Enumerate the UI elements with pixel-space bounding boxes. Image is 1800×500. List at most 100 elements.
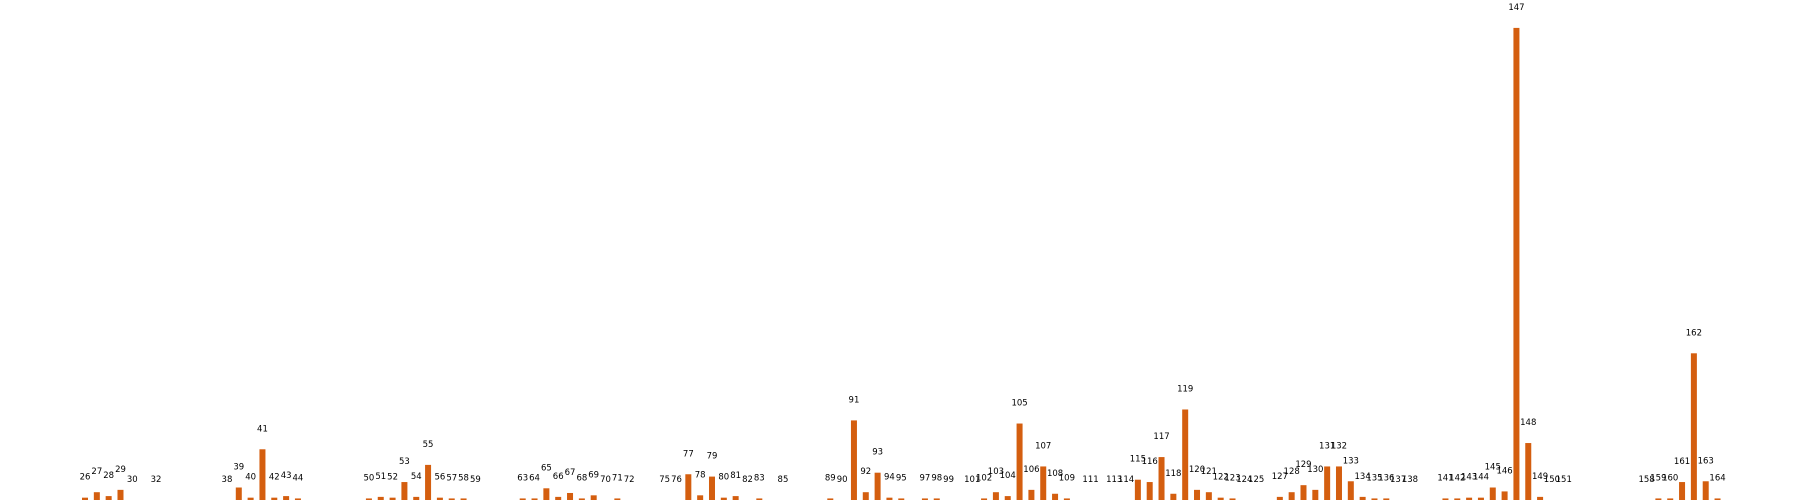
bar <box>1146 482 1153 500</box>
bar <box>1655 498 1662 500</box>
bar <box>460 498 467 500</box>
bar-label: 148 <box>1520 418 1536 428</box>
bar <box>756 498 763 500</box>
bar <box>401 482 408 500</box>
bar <box>1288 492 1295 500</box>
bar-label: 106 <box>1023 465 1039 475</box>
bar <box>1324 466 1331 500</box>
bar <box>862 492 869 500</box>
bar-label: 133 <box>1343 456 1359 466</box>
bar-label: 32 <box>151 475 162 485</box>
bar-label: 115 <box>1130 455 1146 465</box>
bar-label: 38 <box>222 475 233 485</box>
bar <box>578 498 585 500</box>
bar-label: 131 <box>1319 441 1335 451</box>
bar-label: 82 <box>742 475 753 485</box>
bar-label: 91 <box>849 395 860 405</box>
bar-label: 72 <box>624 475 635 485</box>
bar <box>1205 492 1212 500</box>
bar-label: 107 <box>1035 441 1051 451</box>
bar <box>1513 27 1520 500</box>
bar-label: 51 <box>375 472 386 482</box>
bar-label: 70 <box>600 475 611 485</box>
bar <box>425 464 432 500</box>
bar-label: 111 <box>1082 475 1098 485</box>
bar <box>1359 496 1366 500</box>
bar <box>82 497 88 500</box>
bar-label: 117 <box>1153 432 1169 442</box>
bar-label: 98 <box>931 473 942 483</box>
bar-label: 145 <box>1485 463 1501 473</box>
bar-label: 141 <box>1437 473 1453 483</box>
bar-label: 27 <box>91 467 102 477</box>
bar-label: 159 <box>1650 473 1666 483</box>
bar-label: 144 <box>1473 473 1489 483</box>
bar <box>1052 493 1059 500</box>
bar-label: 103 <box>988 467 1004 477</box>
bar-label: 128 <box>1284 467 1300 477</box>
bar-label: 122 <box>1213 473 1229 483</box>
bar-label: 53 <box>399 457 410 467</box>
bar-label: 90 <box>837 475 848 485</box>
bar-label: 136 <box>1378 473 1394 483</box>
bar-label: 118 <box>1165 469 1181 479</box>
bar <box>1679 482 1686 500</box>
bar-label: 54 <box>411 472 422 482</box>
bar <box>1702 481 1709 500</box>
bar-label: 67 <box>565 468 576 478</box>
bar <box>247 497 254 500</box>
bar <box>732 496 739 500</box>
bar <box>1300 485 1307 500</box>
bar-label: 95 <box>896 473 907 483</box>
bar-label: 124 <box>1236 475 1252 485</box>
bar-label: 137 <box>1390 475 1406 485</box>
bar-label: 42 <box>269 473 280 483</box>
bar <box>1040 466 1047 500</box>
bar-label: 130 <box>1307 465 1323 475</box>
bar-label: 44 <box>293 473 304 483</box>
bar <box>1714 498 1721 500</box>
bar-label: 65 <box>541 463 552 473</box>
bar-label: 125 <box>1248 475 1264 485</box>
bar <box>1667 498 1674 500</box>
bar <box>685 474 692 500</box>
bar-label: 150 <box>1544 475 1560 485</box>
bar-label: 66 <box>553 472 564 482</box>
bar <box>981 498 988 500</box>
bar-label: 146 <box>1496 466 1512 476</box>
bar-label: 63 <box>517 473 528 483</box>
bar-label: 104 <box>1000 471 1016 481</box>
bar <box>555 496 562 500</box>
bar <box>1028 489 1035 500</box>
bar <box>1442 498 1449 500</box>
bar-label: 69 <box>588 470 599 480</box>
bar-label: 99 <box>943 475 954 485</box>
bar-label: 85 <box>778 475 789 485</box>
bar <box>448 498 455 500</box>
bar <box>1134 479 1141 500</box>
bar <box>720 497 727 500</box>
bar <box>1466 497 1473 500</box>
bar <box>697 495 704 500</box>
bar-label: 102 <box>976 473 992 483</box>
bar-label: 26 <box>80 473 91 483</box>
bar-label: 58 <box>458 473 469 483</box>
bar <box>933 498 940 500</box>
bar <box>1525 443 1532 500</box>
bar-label: 92 <box>860 467 871 477</box>
bar <box>1489 487 1496 500</box>
bar <box>1383 498 1390 500</box>
bar-label: 28 <box>103 471 114 481</box>
bar-label: 78 <box>695 470 706 480</box>
bar-label: 55 <box>423 440 434 450</box>
bar <box>436 497 443 500</box>
bar-label: 94 <box>884 473 895 483</box>
bar-label: 68 <box>576 473 587 483</box>
bar-label: 142 <box>1449 473 1465 483</box>
bar <box>1690 353 1697 500</box>
bar-label: 109 <box>1059 473 1075 483</box>
bar-label: 134 <box>1355 472 1371 482</box>
bar-label: 43 <box>281 471 292 481</box>
bar-label: 164 <box>1709 473 1725 483</box>
